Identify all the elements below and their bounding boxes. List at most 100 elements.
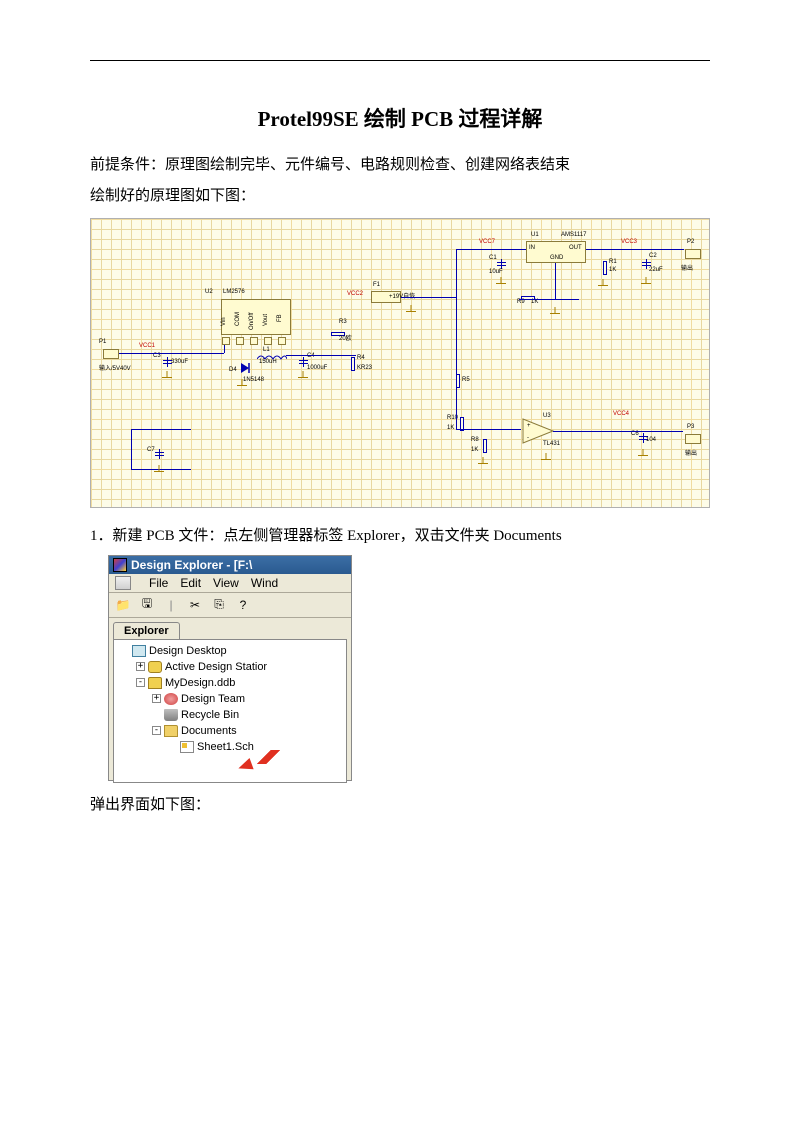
- label-u2: LM2576: [223, 289, 245, 295]
- tree-item-recycle-bin[interactable]: Recycle Bin: [116, 707, 344, 723]
- label-d4-val: 1N5148: [243, 377, 264, 383]
- wire: [456, 249, 526, 250]
- wire: [131, 469, 191, 470]
- folder-icon: [164, 725, 178, 737]
- label-r3: R3: [339, 319, 347, 325]
- tree-item-design-team[interactable]: + Design Team: [116, 691, 344, 707]
- tree-item-label: Design Team: [181, 691, 245, 707]
- pin-onoff: On/Off: [249, 312, 255, 330]
- component-c2: [646, 259, 647, 269]
- net-vcc1: VCC1: [139, 343, 155, 349]
- menu-window[interactable]: Wind: [251, 576, 278, 590]
- label-c2-val: 22uF: [649, 267, 663, 273]
- component-r4: [351, 357, 355, 371]
- u2-pin-4: [264, 337, 272, 345]
- label-p3-val: 输出: [685, 448, 697, 457]
- wire: [131, 429, 132, 469]
- wire: [456, 249, 457, 309]
- tree-item-mydesign-ddb[interactable]: -MyDesign.ddb: [116, 675, 344, 691]
- toolbar-cut-icon[interactable]: ✂: [185, 596, 205, 614]
- app-icon: [113, 558, 127, 572]
- net-vcc7: VCC7: [479, 239, 495, 245]
- tab-explorer[interactable]: Explorer: [113, 622, 180, 639]
- port-p2: [685, 249, 701, 259]
- tree-item-label: Active Design Statior: [165, 659, 267, 675]
- wire: [119, 353, 224, 354]
- label-c1: C1: [489, 255, 497, 261]
- tree-toggle[interactable]: +: [136, 662, 145, 671]
- label-r8: R8: [471, 437, 479, 443]
- component-c7: [159, 449, 160, 459]
- tree-item-label: Recycle Bin: [181, 707, 239, 723]
- menu-view[interactable]: View: [213, 576, 239, 590]
- sheet-icon: [180, 741, 194, 753]
- label-r1-val: 1K: [609, 267, 616, 273]
- label-f1: F1: [373, 282, 380, 288]
- wire: [586, 249, 684, 250]
- system-menu-icon[interactable]: [115, 576, 131, 590]
- port-p1: [103, 349, 119, 359]
- inductor-l1: [257, 353, 287, 361]
- label-r3-val: 20欧: [339, 333, 352, 342]
- toolbar: 📁 🖫 | ✂ ⎘ ?: [109, 593, 351, 618]
- tree-item-sheet1-sch[interactable]: Sheet1.Sch: [116, 739, 344, 755]
- tree-item-documents[interactable]: -Documents: [116, 723, 344, 739]
- component-c3: [167, 357, 168, 367]
- wire: [401, 297, 456, 298]
- pin-com: COM: [235, 312, 241, 326]
- wire: [131, 429, 191, 430]
- team-icon: [164, 693, 178, 705]
- schematic-figure: LM2576 U2 Vin COM On/Off Vout FB AMS1117…: [90, 218, 710, 508]
- label-u1-ref: U1: [531, 232, 539, 238]
- ddb-icon: [148, 677, 162, 689]
- u2-pin-3: [250, 337, 258, 345]
- toolbar-help-icon[interactable]: ?: [233, 596, 253, 614]
- station-icon: [148, 661, 162, 673]
- label-p3: P3: [687, 424, 694, 430]
- window-titlebar[interactable]: Design Explorer - [F:\: [109, 556, 351, 574]
- label-p2: P2: [687, 239, 694, 245]
- toolbar-open-icon[interactable]: 📁: [113, 596, 133, 614]
- tree-toggle[interactable]: +: [152, 694, 161, 703]
- u2-pin-1: [222, 337, 230, 345]
- wire: [456, 309, 457, 429]
- label-c4-val: 1000uF: [307, 365, 327, 371]
- label-r4-val: KR23: [357, 365, 372, 371]
- net-vcc2: VCC2: [347, 291, 363, 297]
- port-p3: [685, 434, 701, 444]
- menu-file[interactable]: File: [149, 576, 168, 590]
- component-r1: [603, 261, 607, 275]
- menu-bar[interactable]: File Edit View Wind: [109, 574, 351, 593]
- label-c3-val: 330uF: [171, 359, 188, 365]
- svg-text:-: -: [527, 435, 529, 441]
- component-c4: [303, 357, 304, 367]
- label-f1-val: +19V自恢: [389, 291, 415, 300]
- tree-item-active-design-statior[interactable]: + Active Design Statior: [116, 659, 344, 675]
- tab-bar: Explorer: [113, 622, 347, 639]
- wire: [553, 431, 683, 432]
- menu-edit[interactable]: Edit: [180, 576, 201, 590]
- label-r5: R5: [462, 377, 470, 383]
- toolbar-save-icon[interactable]: 🖫: [137, 596, 157, 614]
- label-r8-val: 1K: [471, 447, 478, 453]
- page-title: Protel99SE 绘制 PCB 过程详解: [90, 103, 710, 133]
- wire: [456, 429, 521, 430]
- tree-toggle[interactable]: -: [136, 678, 145, 687]
- svg-text:+: +: [527, 423, 531, 429]
- label-d4: D4: [229, 367, 237, 373]
- label-u3-val: TL431: [543, 441, 560, 447]
- pin-in: IN: [529, 245, 535, 251]
- wire: [224, 345, 225, 353]
- pin-fb: FB: [277, 314, 283, 322]
- toolbar-copy-icon[interactable]: ⎘: [209, 596, 229, 614]
- label-c7: C7: [147, 447, 155, 453]
- tree-toggle[interactable]: -: [152, 726, 161, 735]
- tree-item-design-desktop[interactable]: Design Desktop: [116, 643, 344, 659]
- component-c1: [501, 259, 502, 269]
- label-u3: U3: [543, 413, 551, 419]
- after-explorer-text: 弹出界面如下图：: [90, 791, 710, 820]
- label-p2-val: 输出: [681, 263, 693, 272]
- label-p1: P1: [99, 339, 106, 345]
- diode-d4: [239, 363, 253, 375]
- window-title-text: Design Explorer - [F:\: [131, 558, 252, 572]
